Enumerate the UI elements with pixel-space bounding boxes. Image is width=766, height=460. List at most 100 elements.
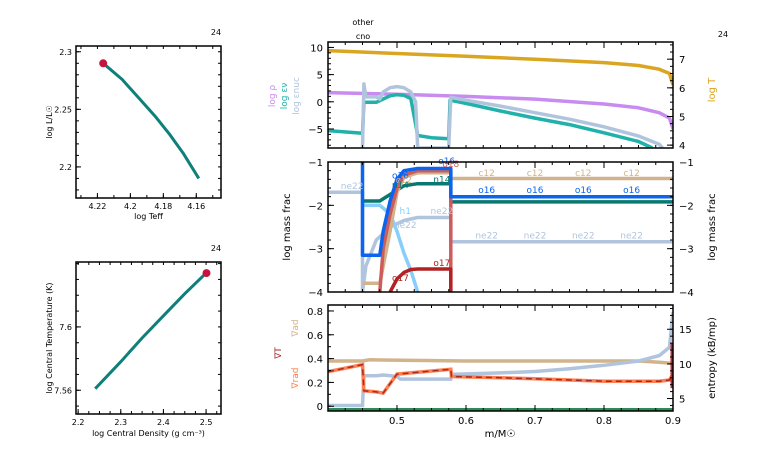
hr-xlabel: log Teff: [134, 212, 163, 221]
top-ytick-label-right: 6: [679, 84, 685, 95]
center-ytick-label: 7.56: [54, 386, 72, 395]
hr-ytick-label: 2.25: [54, 105, 72, 114]
mid-ylabel-right: log mass frac: [707, 193, 718, 260]
center-xtick-label: 2.4: [157, 418, 170, 427]
bot-xtick-label: 0.9: [665, 416, 681, 427]
center-corner-label: 24: [211, 244, 221, 253]
abund-label-o18: o18: [442, 160, 459, 170]
abund-series-o18: [378, 168, 453, 292]
bot-xtick-label: 0.6: [458, 416, 474, 427]
top-series-log-rho: [328, 90, 673, 130]
bot-frame: [327, 304, 674, 412]
top-series-log-eps_nuc: [360, 82, 664, 148]
hr-xtick-label: 4.16: [187, 202, 205, 211]
abund-label-c12: c12: [478, 169, 494, 179]
center-ytick-label: 7.6: [59, 323, 72, 332]
top-ylabel-left: log εν: [280, 83, 290, 109]
top-ytick-label-left: 0: [317, 98, 323, 109]
hr-xtick-label: 4.22: [89, 202, 107, 211]
abund-label-n14: n14: [392, 181, 409, 191]
hr-xtick-label: 4.2: [124, 202, 137, 211]
abund-label-o16: o16: [623, 186, 640, 196]
bot-ylabel-left: ∇rad: [291, 368, 301, 390]
hr-current-marker: [99, 59, 108, 68]
top-series-log-T: [328, 48, 673, 86]
top-series-log-eps_nu: [328, 92, 654, 148]
abund-label-ne22: ne22: [524, 231, 547, 241]
abund-label-o16: o16: [575, 186, 592, 196]
top-ytick-label-right: 5: [679, 112, 685, 123]
hr-ylabel: log L/L☉: [45, 105, 54, 139]
top-label-other: other: [352, 18, 374, 27]
top-ylabel-left: log ρ: [268, 85, 278, 108]
bot-ylabel-left: ∇T: [274, 347, 284, 360]
abund-label-c12: c12: [575, 169, 591, 179]
abund-label-ne22: ne22: [341, 182, 364, 192]
bot-ytick-label-left: 0.2: [307, 378, 323, 389]
grad-series-grad_ad: [328, 358, 673, 366]
center-xtick-label: 2.5: [200, 418, 213, 427]
mid-ylabel-left: log mass frac: [282, 193, 293, 260]
abund-label-n14: n14: [433, 175, 450, 185]
abund-label-o16: o16: [527, 186, 544, 196]
bot-xtick-label: 0.8: [596, 416, 612, 427]
mid-ytick-label-left: −2: [308, 201, 323, 212]
abund-series-o16: [360, 162, 673, 257]
bot-xlabel: m/M☉: [485, 429, 516, 440]
abund-label-c12: c12: [527, 169, 543, 179]
mid-ytick-label-right: −1: [679, 158, 694, 169]
top-corner-label: 24: [718, 30, 728, 39]
top-ylabel-left: log εnuc: [292, 77, 302, 115]
abund-label-o16: o16: [392, 171, 409, 181]
hr-corner-label: 24: [211, 28, 221, 37]
top-ytick-label-left: 10: [310, 43, 323, 54]
hr-ytick-label: 2.2: [59, 163, 72, 172]
abund-label-h1: h1: [400, 207, 411, 217]
mid-ytick-label-left: −4: [308, 288, 323, 299]
bot-ytick-label-left: 0.4: [307, 355, 323, 366]
mid-ytick-label-left: −3: [308, 245, 323, 256]
center-current-marker: [202, 269, 211, 278]
bot-ytick-label-left: 0.6: [307, 331, 323, 342]
center-ylabel: log Central Temperature (K): [45, 282, 54, 393]
grad-series-grad_rad: [328, 362, 673, 396]
abund-label-c12: c12: [623, 169, 639, 179]
bot-ylabel-right: entropy (kB/mp): [707, 317, 718, 399]
hr-ytick-label: 2.3: [59, 48, 72, 57]
grad-series-grad_T: [328, 363, 673, 394]
abund-label-ne22: ne22: [430, 207, 453, 217]
bot-xtick-label: 0.7: [527, 416, 543, 427]
abund-label-ne22: ne22: [572, 231, 595, 241]
center-xlabel: log Central Density (g cm⁻³): [92, 429, 205, 438]
center-xtick-label: 2.3: [114, 418, 127, 427]
center-xtick-label: 2.2: [72, 418, 85, 427]
abund-label-c12: c12: [396, 176, 412, 186]
abund-label-o17: o17: [433, 259, 450, 269]
abund-series-o17: [388, 267, 453, 292]
center-frame: [75, 261, 222, 415]
abund-label-o16: o16: [478, 186, 495, 196]
mid-ytick-label-right: −2: [679, 201, 694, 212]
bot-ytick-label-left: 0.8: [307, 307, 323, 318]
abund-label-ne22: ne22: [394, 221, 417, 231]
top-ylabel-right: log T: [707, 77, 718, 102]
hr-frame: [75, 45, 222, 199]
hr-track: [102, 62, 201, 180]
bot-ytick-label-right: 10: [679, 360, 692, 371]
bot-ylabel-left: ∇ad: [291, 319, 301, 337]
top-label-cno: cno: [356, 32, 370, 41]
bot-ytick-label-left: 0: [317, 402, 323, 413]
abund-label-ne22: ne22: [620, 231, 643, 241]
top-ytick-label-left: −5: [308, 125, 323, 136]
abund-label-ne22: ne22: [475, 231, 498, 241]
abund-label-o17: o17: [392, 274, 409, 284]
bot-ytick-label-right: 5: [679, 395, 685, 406]
mid-ytick-label-right: −4: [679, 288, 694, 299]
mid-ytick-label-left: −1: [308, 158, 323, 169]
bot-ytick-label-right: 15: [679, 325, 692, 336]
hr-xtick-label: 4.18: [154, 202, 172, 211]
bot-xtick-label: 0.5: [389, 416, 405, 427]
top-ytick-label-left: 5: [317, 71, 323, 82]
mid-ytick-label-right: −3: [679, 245, 694, 256]
